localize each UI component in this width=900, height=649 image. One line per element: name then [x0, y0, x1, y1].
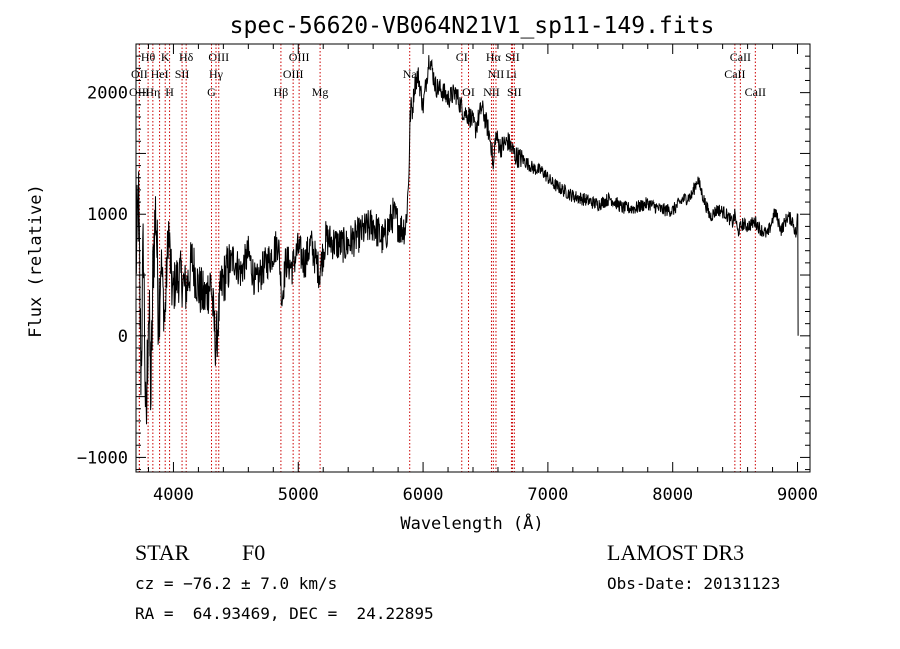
- x-tick-label: 6000: [403, 485, 444, 505]
- y-tick-label: −1000: [77, 448, 128, 468]
- marker-label: OIII: [208, 50, 229, 64]
- y-tick-label: 2000: [87, 84, 128, 104]
- marker-label: OIII: [283, 67, 304, 81]
- spectrum-series: [135, 55, 799, 425]
- y-axis: −1000 0 1000 2000: [77, 43, 810, 471]
- x-tick-label: 7000: [527, 485, 568, 505]
- marker-label: Hθ: [141, 50, 156, 64]
- y-axis-label: Flux (relative): [26, 184, 46, 338]
- marker-label: HeI: [151, 67, 169, 81]
- marker-label: SII: [507, 85, 522, 99]
- marker-label: H: [165, 85, 174, 99]
- y-tick-label: 0: [118, 327, 128, 347]
- marker-label: CaII: [724, 67, 745, 81]
- redshift-value: cz = −76.2 ± 7.0 km/s: [135, 574, 338, 593]
- x-tick-label: 4000: [153, 485, 194, 505]
- chart-title: spec-56620-VB064N21V1_sp11-149.fits: [230, 13, 715, 39]
- survey-label: LAMOST DR3: [607, 540, 745, 565]
- marker-label: Hβ: [274, 85, 289, 99]
- marker-label: SII: [505, 50, 520, 64]
- y-tick-label: 1000: [87, 205, 128, 225]
- marker-label: OII: [131, 67, 148, 81]
- marker-label: NII: [483, 85, 500, 99]
- x-axis: 4000 5000 6000 7000 8000 9000: [147, 44, 818, 505]
- marker-label: G: [207, 85, 216, 99]
- obs-date: Obs-Date: 20131123: [607, 574, 781, 593]
- marker-label: Hα: [486, 50, 502, 64]
- coordinates: RA = 64.93469, DEC = 24.22895: [135, 604, 434, 623]
- x-tick-label: 5000: [278, 485, 319, 505]
- marker-label: CI: [456, 50, 468, 64]
- marker-label: Hη: [145, 85, 160, 99]
- marker-label: OIII: [129, 85, 150, 99]
- marker-label: CaII: [745, 85, 766, 99]
- x-axis-label: Wavelength (Å): [400, 512, 543, 534]
- x-tick-label: 8000: [652, 485, 693, 505]
- marker-label: Na: [403, 67, 418, 81]
- marker-label: CaII: [730, 50, 751, 64]
- marker-label: Hδ: [179, 50, 194, 64]
- marker-label: NII: [488, 67, 505, 81]
- marker-label: OI: [462, 85, 475, 99]
- object-class: STAR: [135, 540, 190, 565]
- marker-label: Hγ: [209, 67, 224, 81]
- marker-label: SII: [175, 67, 190, 81]
- spectrum-line: [135, 55, 799, 425]
- marker-label: Mg: [312, 85, 329, 99]
- x-tick-label: 9000: [777, 485, 818, 505]
- marker-label: OIII: [289, 50, 310, 64]
- marker-label: Li: [506, 67, 517, 81]
- object-subclass: F0: [242, 540, 266, 565]
- marker-label: K: [161, 50, 170, 64]
